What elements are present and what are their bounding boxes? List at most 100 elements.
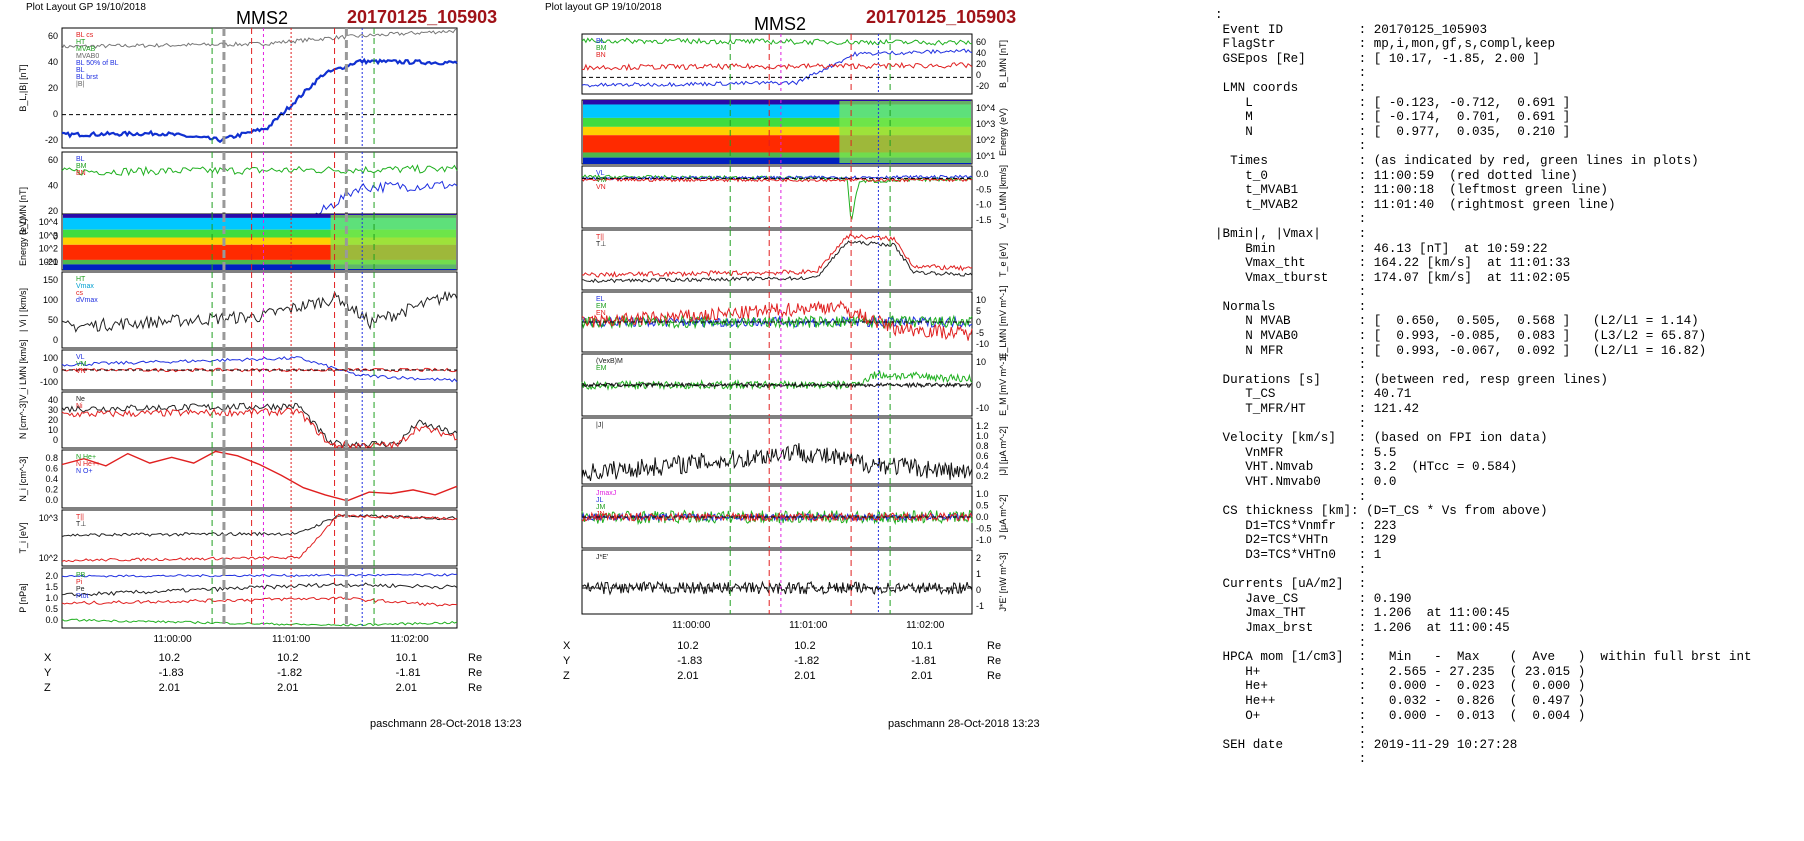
y-tick-label: 0.0	[45, 495, 58, 505]
y-tick-label: 0.8	[45, 453, 58, 463]
y-tick-label: 10^4	[39, 217, 58, 227]
legend-entry: BL	[596, 38, 605, 45]
info-line: Jave_CS : 0.190	[1215, 591, 1412, 606]
y-axis-label: B_L,|B| [nT]	[18, 64, 28, 111]
legend-entry: |B|	[76, 81, 84, 88]
y-tick-label: 1.5	[45, 582, 58, 592]
y-tick-label: 0	[976, 70, 981, 80]
y-tick-label: 1.0	[45, 593, 58, 603]
panel-frame	[61, 567, 458, 629]
legend-entry: HT	[76, 276, 86, 283]
info-line: VHT.Nmvab0 : 0.0	[1215, 475, 1397, 489]
info-line: T_CS : 40.71	[1215, 387, 1412, 402]
legend-entry: Vmax	[76, 283, 94, 290]
legend-entry: PB	[76, 572, 86, 579]
legend-entry: BL	[76, 156, 85, 163]
y-axis-label: J [μA m^-2]	[998, 495, 1008, 540]
coord-label: X	[563, 640, 571, 652]
coord-value: -1.83	[158, 667, 184, 679]
middle-spacecraft-label: MMS2	[754, 14, 807, 34]
y-tick-label: 30	[48, 405, 58, 415]
y-tick-label: -0.5	[976, 184, 992, 194]
legend-entry: N O+	[76, 468, 93, 475]
coord-value: 2.01	[911, 670, 933, 682]
y-tick-label: 0.6	[976, 451, 989, 461]
left-footer: paschmann 28-Oct-2018 13:23	[370, 718, 522, 730]
legend-entry: T⊥	[76, 521, 86, 528]
legend-entry: EN	[596, 310, 606, 317]
info-line: N MVAB : [ 0.650, 0.505, 0.568 ] (L2/L1 …	[1215, 314, 1699, 329]
info-line: :	[1215, 8, 1223, 22]
info-line: L : [ -0.123, -0.712, 0.691 ]	[1215, 95, 1571, 110]
middle-plot-header: Plot layout GP 19/10/2018	[545, 2, 662, 13]
y-axis-label: B_LMN [nT]	[998, 40, 1008, 88]
series-line	[581, 369, 973, 391]
y-tick-label: 10^2	[39, 553, 58, 563]
y-tick-label: -20	[45, 135, 58, 145]
legend-entry: T||	[596, 234, 604, 241]
x-tick-label: 11:00:00	[672, 620, 711, 631]
coord-unit: Re	[468, 682, 483, 694]
info-line: :	[1215, 489, 1367, 504]
info-line: D3=TCS*VHTn0 : 1	[1215, 547, 1382, 562]
x-tick-label: 11:02:00	[906, 620, 945, 631]
left-plot-header: Plot Layout GP 19/10/2018	[26, 2, 146, 13]
panel-frame	[581, 417, 973, 485]
legend-entry: EL	[596, 296, 605, 303]
coord-value: 10.2	[794, 640, 816, 652]
legend-entry: BN	[596, 52, 606, 59]
coord-value: 10.2	[158, 652, 181, 664]
y-tick-label: 10	[976, 295, 986, 305]
coord-label: Z	[44, 682, 51, 694]
coord-value: -1.83	[677, 655, 703, 667]
y-tick-label: 0	[53, 335, 58, 345]
series-line	[61, 356, 458, 383]
series-line	[61, 450, 458, 502]
y-tick-label: 40	[48, 181, 58, 191]
legend-entry: Ne	[76, 396, 85, 403]
coord-value: 10.1	[911, 640, 933, 652]
left-event-id: 20170125_105903	[347, 7, 498, 27]
y-tick-label: 0.5	[976, 501, 989, 511]
legend-entry: BL cs	[76, 32, 94, 39]
coord-unit: Re	[987, 670, 1002, 682]
y-tick-label: 1	[976, 569, 981, 579]
info-line: Normals :	[1215, 299, 1367, 314]
y-axis-label: N_i [cm^-3]	[18, 456, 28, 501]
info-line: :	[1215, 358, 1367, 373]
coord-value: -1.81	[395, 667, 421, 679]
legend-entry: N He++	[76, 461, 100, 468]
legend-entry: BL 50% of BL	[76, 60, 119, 67]
y-tick-label: -20	[976, 81, 989, 91]
info-line: t_MVAB1 : 11:00:18 (leftmost green line)	[1215, 183, 1608, 198]
info-line: N MFR : [ 0.993, -0.067, 0.092 ] (L2/L1 …	[1215, 343, 1707, 358]
y-tick-label: 10	[976, 357, 986, 367]
panel-frame	[61, 391, 458, 449]
y-tick-label: 50	[48, 315, 58, 325]
y-tick-label: 0.6	[45, 464, 58, 474]
info-line: t_0 : 11:00:59 (red dotted line)	[1215, 168, 1578, 183]
legend-entry: N He+	[76, 454, 96, 461]
series-line	[581, 381, 973, 389]
y-tick-label: 40	[48, 57, 58, 67]
y-axis-label: T_e [eV]	[998, 243, 1008, 277]
info-line: Durations [s] : (between red, resp green…	[1215, 372, 1608, 387]
coord-value: 2.01	[277, 682, 299, 694]
info-line: :	[1215, 66, 1367, 81]
panel-frame	[61, 271, 458, 349]
info-line: Event ID : 20170125_105903	[1215, 22, 1488, 37]
y-axis-label: |J| [μA m^-2]	[998, 426, 1008, 476]
y-tick-label: -20	[45, 257, 58, 267]
legend-entry: Ni	[76, 403, 83, 410]
y-axis-label: T_i [eV]	[18, 522, 28, 553]
coord-value: 10.2	[677, 640, 699, 652]
coord-value: -1.82	[794, 655, 820, 667]
y-tick-label: -1.0	[976, 200, 992, 210]
y-tick-label: 0	[53, 365, 58, 375]
legend-entry: dVmax	[76, 297, 98, 304]
coord-value: 2.01	[794, 670, 816, 682]
series-line	[581, 61, 973, 72]
legend-entry: Pe	[76, 586, 85, 593]
info-line: :	[1215, 416, 1367, 431]
